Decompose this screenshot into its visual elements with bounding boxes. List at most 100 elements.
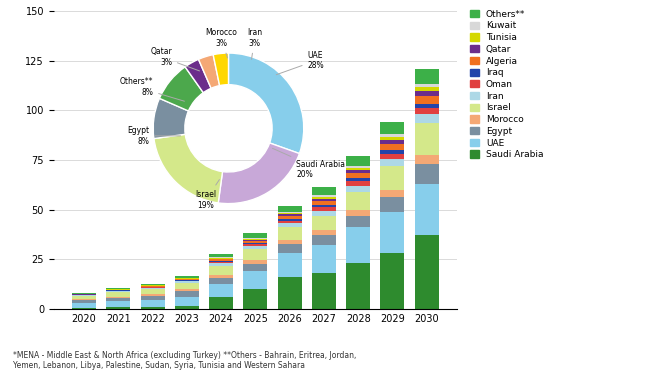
Bar — [140, 296, 165, 300]
Bar — [415, 123, 439, 155]
Bar — [278, 240, 302, 244]
Bar — [312, 273, 336, 309]
Bar — [278, 277, 302, 309]
Bar — [209, 262, 233, 263]
Bar — [415, 104, 439, 108]
Bar — [72, 295, 96, 296]
Bar — [243, 243, 267, 244]
Wedge shape — [198, 55, 220, 88]
Bar — [175, 289, 199, 291]
Bar — [346, 168, 370, 170]
Bar — [380, 159, 405, 166]
Bar — [175, 276, 199, 278]
Wedge shape — [213, 53, 228, 86]
Bar — [346, 182, 370, 186]
Bar — [278, 216, 302, 219]
Bar — [380, 144, 405, 150]
Bar — [209, 278, 233, 284]
Bar — [380, 197, 405, 212]
Bar — [346, 170, 370, 173]
Bar — [415, 96, 439, 104]
Bar — [243, 260, 267, 263]
Bar — [140, 288, 165, 289]
Bar — [72, 301, 96, 303]
Bar — [209, 259, 233, 261]
Bar — [380, 154, 405, 159]
Bar — [278, 219, 302, 221]
Text: Others**
8%: Others** 8% — [120, 77, 184, 101]
Bar — [106, 296, 130, 298]
Bar — [415, 155, 439, 164]
Bar — [140, 287, 165, 288]
Bar — [140, 294, 165, 296]
Bar — [380, 190, 405, 197]
Bar — [278, 206, 302, 212]
Bar — [140, 289, 165, 294]
Bar — [140, 283, 165, 285]
Bar — [243, 263, 267, 271]
Bar — [346, 166, 370, 168]
Bar — [106, 290, 130, 291]
Bar — [243, 289, 267, 309]
Bar — [175, 278, 199, 279]
Bar — [72, 303, 96, 308]
Bar — [415, 84, 439, 87]
Bar — [312, 215, 336, 230]
Bar — [243, 234, 267, 238]
Wedge shape — [159, 67, 204, 111]
Bar — [175, 281, 199, 283]
Bar — [346, 192, 370, 209]
Text: Iran
3%: Iran 3% — [247, 28, 262, 60]
Bar — [312, 199, 336, 201]
Wedge shape — [153, 98, 188, 139]
Bar — [209, 275, 233, 278]
Bar — [209, 257, 233, 258]
Bar — [346, 263, 370, 309]
Bar — [380, 140, 405, 144]
Bar — [209, 297, 233, 309]
Bar — [175, 279, 199, 280]
Bar — [209, 266, 233, 275]
Bar — [209, 263, 233, 266]
Bar — [175, 280, 199, 281]
Bar — [72, 299, 96, 301]
Bar — [312, 245, 336, 273]
Bar — [140, 286, 165, 287]
Bar — [278, 253, 302, 277]
Bar — [380, 253, 405, 309]
Bar — [106, 298, 130, 301]
Bar — [72, 308, 96, 309]
Bar — [106, 301, 130, 307]
Bar — [346, 186, 370, 192]
Bar — [415, 235, 439, 309]
Bar — [380, 122, 405, 134]
Bar — [312, 197, 336, 199]
Bar — [380, 150, 405, 154]
Bar — [312, 195, 336, 197]
Bar — [243, 238, 267, 240]
Text: Egypt
8%: Egypt 8% — [127, 126, 181, 145]
Bar — [346, 179, 370, 182]
Bar — [175, 306, 199, 309]
Bar — [380, 212, 405, 253]
Legend: Others**, Kuwait, Tunisia, Qatar, Algeria, Iraq, Oman, Iran, Israel, Morocco, Eg: Others**, Kuwait, Tunisia, Qatar, Algeri… — [470, 10, 543, 159]
Bar — [140, 300, 165, 307]
Bar — [415, 184, 439, 235]
Bar — [380, 137, 405, 140]
Text: *MENA - Middle East & North Africa (excluding Turkey) **Others - Bahrain, Eritre: *MENA - Middle East & North Africa (excl… — [13, 351, 357, 370]
Bar — [175, 297, 199, 306]
Text: Qatar
3%: Qatar 3% — [151, 47, 200, 71]
Bar — [278, 214, 302, 216]
Bar — [346, 173, 370, 179]
Bar — [278, 224, 302, 227]
Wedge shape — [228, 53, 304, 154]
Bar — [243, 240, 267, 241]
Bar — [415, 114, 439, 123]
Bar — [243, 271, 267, 289]
Bar — [346, 227, 370, 263]
Bar — [175, 283, 199, 289]
Bar — [312, 211, 336, 215]
Bar — [209, 284, 233, 297]
Bar — [209, 261, 233, 262]
Wedge shape — [154, 134, 222, 203]
